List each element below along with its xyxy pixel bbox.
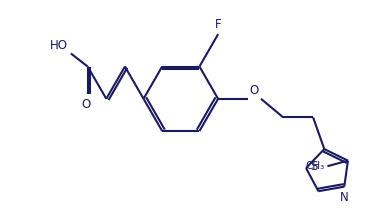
Text: O: O — [81, 98, 90, 111]
Text: N: N — [340, 191, 349, 204]
Text: HO: HO — [50, 39, 68, 52]
Text: CH₃: CH₃ — [305, 161, 324, 171]
Text: S: S — [310, 160, 318, 173]
Text: F: F — [215, 18, 221, 31]
Text: O: O — [250, 84, 259, 97]
